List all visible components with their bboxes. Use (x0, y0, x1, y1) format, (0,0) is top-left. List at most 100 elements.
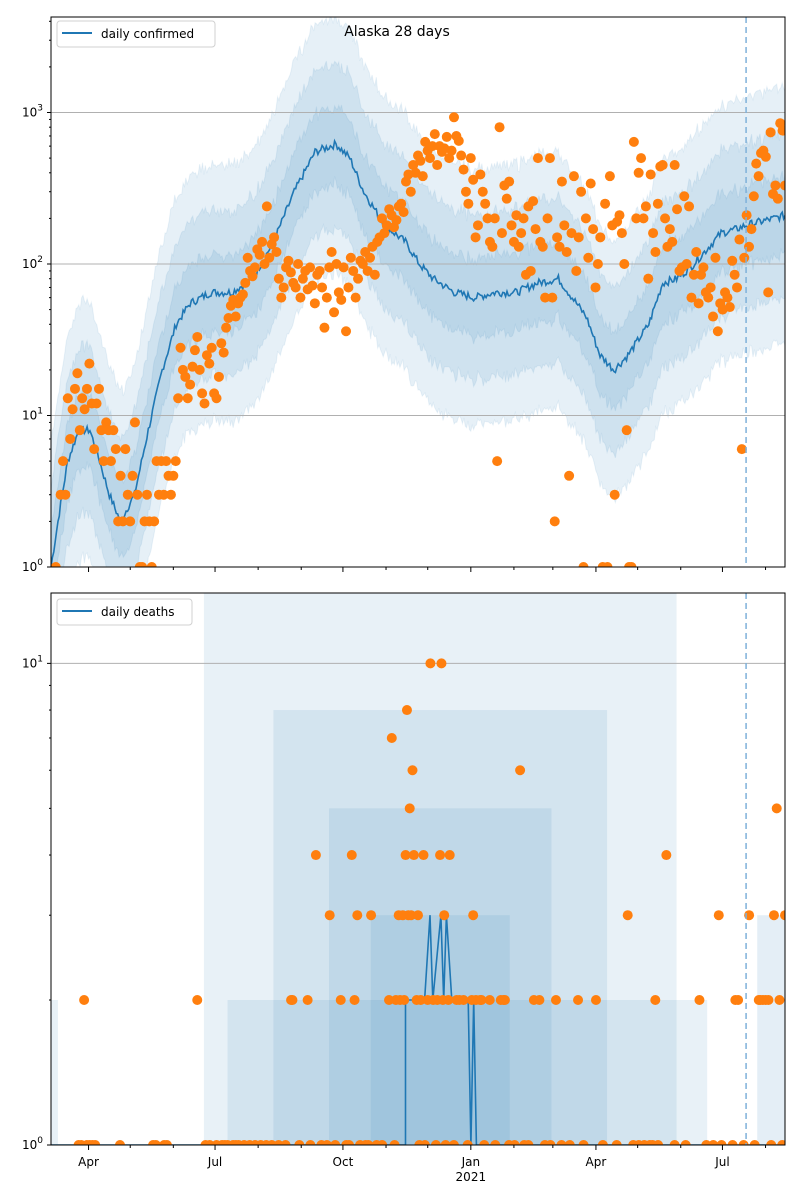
confirmed-point (667, 236, 678, 247)
deaths-point (515, 765, 526, 776)
confirmed-point (237, 289, 248, 300)
confirmed-point (664, 224, 675, 235)
y-tick-label: 100 (22, 558, 43, 574)
confirmed-point (69, 383, 80, 394)
confirmed-point (669, 160, 680, 171)
confirmed-point (127, 470, 138, 481)
confirmed-point (729, 269, 740, 280)
deaths-point (763, 995, 774, 1006)
x-tick-label: Apr (78, 1155, 99, 1169)
confirmed-point (660, 213, 671, 224)
confirmed-point (60, 489, 71, 500)
deaths-points (73, 658, 785, 1145)
confirmed-point (566, 228, 577, 239)
confirmed-point (583, 252, 594, 263)
confirmed-point (369, 269, 380, 280)
confirmed-point (751, 158, 762, 169)
deaths-point (377, 1140, 388, 1145)
confirmed-point (568, 171, 579, 182)
deaths-point (653, 1140, 664, 1145)
confirmed-line (51, 138, 785, 567)
confidence-band (227, 1000, 708, 1145)
confirmed-point (420, 136, 431, 147)
confirmed-point (307, 280, 318, 291)
deaths-point (346, 850, 357, 861)
confirmed-point (657, 160, 668, 171)
deaths-point (766, 1140, 777, 1145)
confirmed-legend-box (56, 20, 216, 48)
deaths-point (444, 850, 455, 861)
confirmed-point (98, 456, 109, 467)
confirmed-point (429, 129, 440, 140)
deaths-point (669, 1140, 680, 1145)
confidence-band (51, 60, 785, 567)
confirmed-point (648, 228, 659, 239)
confirmed-point (57, 456, 68, 467)
confirmed-point (77, 393, 88, 404)
confirmed-point (487, 241, 498, 252)
deaths-point (310, 850, 321, 861)
deaths-point (468, 910, 479, 921)
confirmed-x-ticks (88, 567, 767, 572)
confirmed-point (760, 151, 771, 162)
deaths-point (150, 1140, 161, 1145)
confirmed-point (501, 193, 512, 204)
confirmed-point (672, 204, 683, 215)
confirmed-point (753, 171, 764, 182)
confirmed-point (257, 236, 268, 247)
confirmed-point (218, 347, 229, 358)
confirmed-point (600, 198, 611, 209)
deaths-point (590, 995, 601, 1006)
deaths-point (462, 1140, 473, 1145)
confirmed-point (365, 252, 376, 263)
deaths-point (622, 910, 633, 921)
confirmed-point (477, 186, 488, 197)
confirmed-point (780, 180, 785, 191)
deaths-point (408, 850, 419, 861)
deaths-point (479, 1140, 490, 1145)
confirmed-point (96, 425, 107, 436)
deaths-point (335, 995, 346, 1006)
deaths-point (476, 995, 487, 1006)
confirmed-point (571, 265, 582, 276)
confirmed-point (283, 255, 294, 266)
confirmed-point (554, 241, 565, 252)
confirmed-point (350, 292, 361, 303)
confirmed-point (341, 326, 352, 337)
confirmed-point (492, 456, 503, 467)
confirmed-point (249, 262, 260, 273)
x-tick-label: Jul (207, 1155, 222, 1169)
confirmed-point (84, 358, 95, 369)
confirmed-point (317, 282, 328, 293)
deaths-point (771, 803, 782, 814)
confirmed-point (679, 191, 690, 202)
confirmed-point (739, 252, 750, 263)
deaths-point (713, 910, 724, 921)
deaths-point (650, 995, 661, 1006)
confirmed-point (489, 213, 500, 224)
confirmed-point (652, 198, 663, 209)
confirmed-point (314, 265, 325, 276)
confirmed-point (175, 342, 186, 353)
deaths-point (302, 995, 313, 1006)
confirmed-point (146, 562, 157, 567)
confirmed-point (305, 262, 316, 273)
y-tick-label: 101 (22, 407, 43, 423)
confirmed-point (254, 249, 265, 260)
confirmed-point (650, 247, 661, 258)
confirmed-point (141, 489, 152, 500)
confirmed-uncertainty-bands (51, 17, 785, 567)
confirmed-series-line (51, 138, 785, 567)
deaths-point (564, 1140, 575, 1145)
confirmed-point (645, 169, 656, 180)
y-tick-label: 103 (22, 104, 43, 120)
confirmed-point (110, 444, 121, 455)
deaths-point (399, 995, 410, 1006)
deaths-point (458, 995, 469, 1006)
confirmed-point (194, 364, 205, 375)
deaths-point (573, 995, 584, 1006)
confirmed-point (619, 259, 630, 270)
confirmed-point (516, 228, 527, 239)
deaths-point (777, 1140, 785, 1145)
confirmed-point (748, 191, 759, 202)
